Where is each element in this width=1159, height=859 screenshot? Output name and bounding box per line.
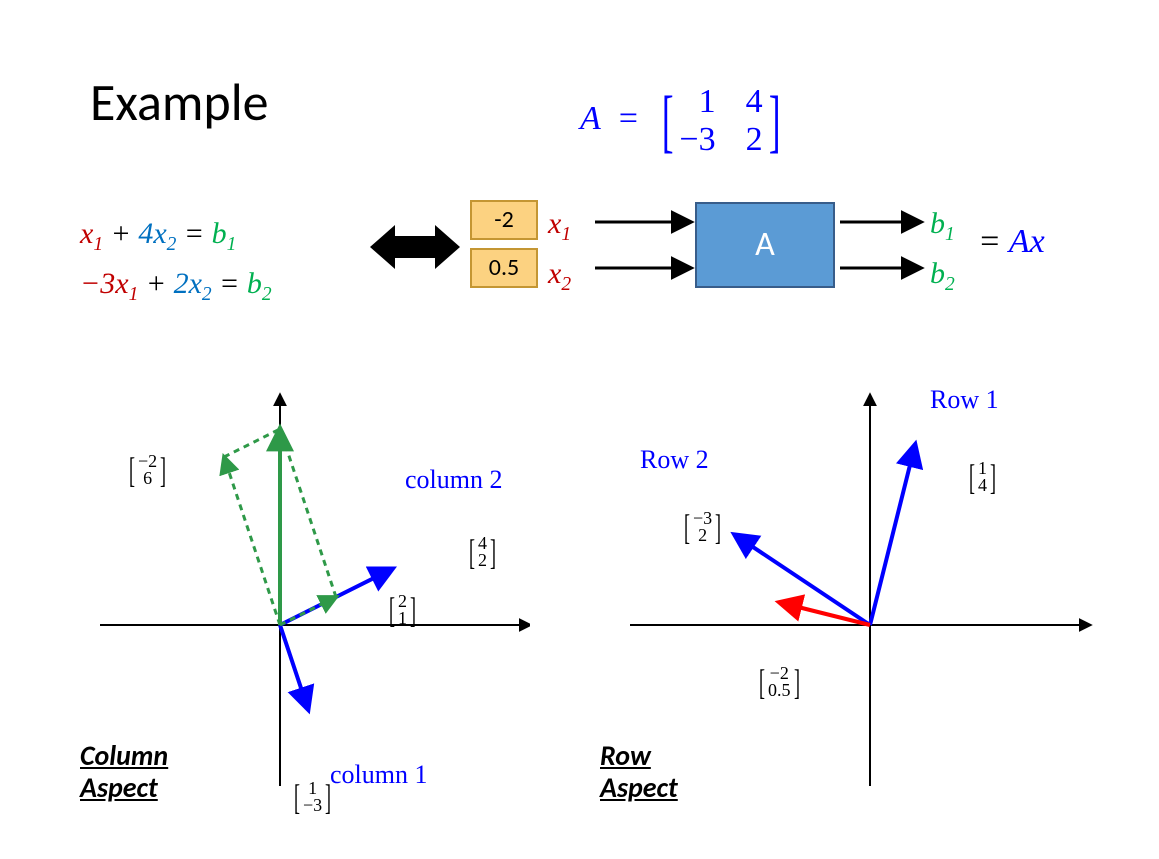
matrix-cell: 2 bbox=[746, 123, 763, 157]
vec-half-label: [21] bbox=[360, 563, 419, 659]
matrix-definition: A = [ 1 4 −3 2 ] bbox=[580, 85, 786, 157]
x2-input-box: 0.5 bbox=[470, 248, 538, 288]
system-equations: x1 + 4x2 = b1 −3x1 + 2x2 = b2 bbox=[80, 210, 272, 310]
b1-label: b1 bbox=[930, 200, 955, 250]
matrix-label: A bbox=[580, 100, 600, 137]
equation-1: x1 + 4x2 = b1 bbox=[80, 210, 272, 260]
vec-row1-label: [14] bbox=[940, 430, 999, 526]
column2-label: column 2 bbox=[405, 465, 503, 495]
equals-sign: = bbox=[617, 100, 640, 137]
matrix-cell: 4 bbox=[746, 85, 763, 119]
row-aspect-title: RowAspect bbox=[600, 740, 678, 804]
page-title: Example bbox=[90, 70, 269, 134]
x1-label: x1 bbox=[548, 200, 571, 250]
ax-expression: = Ax bbox=[978, 223, 1045, 261]
row-aspect-plot: Row 1 Row 2 [14] [−32] [−20.5] bbox=[600, 375, 1100, 795]
input-values: -2 0.5 bbox=[470, 200, 538, 296]
row2-label: Row 2 bbox=[640, 445, 709, 475]
matrix-cell: −3 bbox=[679, 123, 715, 157]
vec-row2-label: [−32] bbox=[655, 480, 724, 576]
matrix-cell: 1 bbox=[679, 85, 715, 119]
x2-label: x2 bbox=[548, 250, 571, 300]
vec-result-label: [−26] bbox=[100, 423, 169, 519]
vec-col2-label: [42] bbox=[440, 505, 499, 601]
x1-input-box: -2 bbox=[470, 200, 538, 240]
column-aspect-title: ColumnAspect bbox=[80, 740, 168, 804]
vec-x-label: [−20.5] bbox=[730, 635, 803, 731]
matrix-cells: 1 4 −3 2 bbox=[679, 85, 762, 157]
b2-label: b2 bbox=[930, 250, 955, 300]
bidirectional-arrow-icon bbox=[370, 222, 460, 272]
output-labels: b1 b2 bbox=[930, 200, 955, 300]
column1-label: column 1 bbox=[330, 760, 428, 790]
matrix-bracket: [ 1 4 −3 2 ] bbox=[656, 85, 786, 157]
x-variable-labels: x1 x2 bbox=[548, 200, 571, 300]
column-aspect-plot: column 2 column 1 [−26] [42] [21] [1−3] bbox=[80, 375, 530, 795]
row1-label: Row 1 bbox=[930, 385, 999, 415]
vec-col1-label: [1−3] bbox=[265, 750, 334, 846]
transform-box-A: A bbox=[695, 202, 835, 288]
row-plot-svg bbox=[600, 375, 1100, 795]
equation-2: −3x1 + 2x2 = b2 bbox=[80, 260, 272, 310]
